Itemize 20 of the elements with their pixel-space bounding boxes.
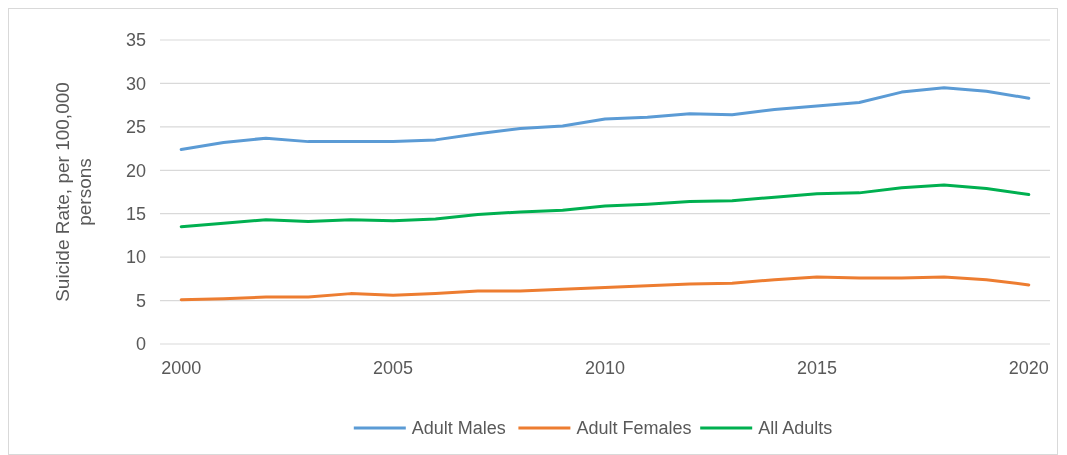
y-tick-label: 5 xyxy=(135,290,146,311)
y-tick-label: 10 xyxy=(125,247,146,268)
legend-label: All Adults xyxy=(758,418,833,439)
legend-label: Adult Males xyxy=(411,418,506,439)
y-tick-label: 30 xyxy=(125,73,146,94)
x-tick-label: 2005 xyxy=(373,358,414,378)
line-series xyxy=(179,183,1031,229)
y-tick-label: 25 xyxy=(125,117,146,138)
line-series xyxy=(179,275,1031,302)
x-tick-label: 2000 xyxy=(161,358,202,378)
legend-label: Adult Females xyxy=(576,418,692,439)
y-tick-label: 0 xyxy=(135,334,146,355)
line-series xyxy=(179,86,1031,151)
x-tick-label: 2015 xyxy=(796,358,837,378)
x-tick-label: 2020 xyxy=(1008,358,1049,378)
y-tick-label: 15 xyxy=(125,204,146,225)
y-tick-label: 35 xyxy=(125,30,146,51)
y-tick-label: 20 xyxy=(125,160,146,181)
x-tick-label: 2010 xyxy=(584,358,626,378)
y-axis-title: Suicide Rate, per 100,000 persons xyxy=(51,82,96,302)
